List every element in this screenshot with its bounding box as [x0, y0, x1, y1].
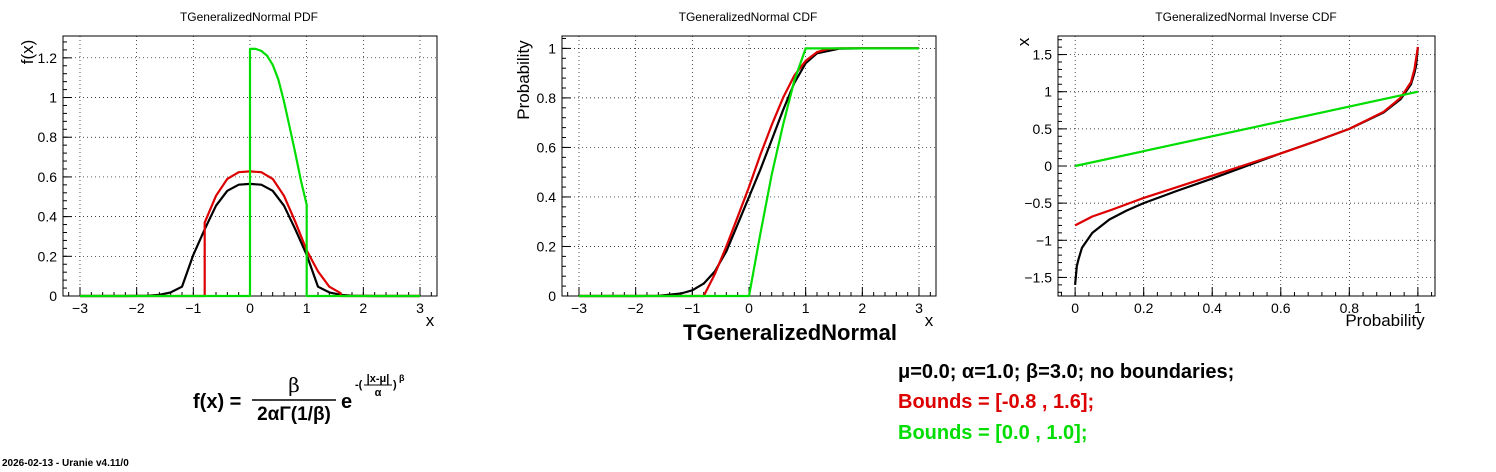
- inverse-cdf-ytick-label: −1.5: [1024, 269, 1052, 285]
- formula-exp-close: ): [393, 379, 397, 391]
- pdf-formula: f(x) = β 2αΓ(1/β) e -( |x-μ| α ) β: [193, 373, 405, 425]
- pdf-ytick-label: 0.2: [38, 248, 58, 264]
- pdf-xtick-label: −3: [72, 300, 88, 316]
- cdf-xtick-label: 3: [915, 300, 923, 316]
- cdf-panel: TGeneralizedNormal CDF x Probability TGe…: [514, 10, 937, 345]
- pdf-ytick-label: 0.8: [38, 129, 58, 145]
- legend: μ=0.0; α=1.0; β=3.0; no boundaries; Boun…: [898, 361, 1234, 444]
- inverse-cdf-series-line-2: [1074, 90, 1419, 168]
- cdf-xtick-label: −1: [684, 300, 700, 316]
- cdf-annotation: TGeneralizedNormal: [683, 320, 897, 345]
- cdf-ytick-label: 0.8: [537, 90, 557, 106]
- inverse-cdf-ytick-label: −0.5: [1024, 195, 1052, 211]
- inverse-cdf-series-line-0: [1074, 46, 1419, 286]
- formula-lhs: f(x) =: [193, 391, 241, 413]
- formula-base: e: [341, 391, 352, 413]
- inverse-cdf-xtick-label: 0.6: [1271, 300, 1291, 316]
- formula-exp-power: β: [399, 373, 405, 383]
- legend-entry-bounds-green: Bounds = [0.0 , 1.0];: [898, 422, 1087, 444]
- cdf-series-line-1: [579, 47, 919, 298]
- cdf-xtick-label: 2: [858, 300, 866, 316]
- pdf-panel: TGeneralizedNormal PDF x f(x) −3 −2 −1 0 1 2 3…: [18, 10, 438, 330]
- cdf-minor-ticks: [562, 37, 931, 297]
- pdf-xtick-label: 1: [303, 300, 311, 316]
- inverse-cdf-ytick-label: 1: [1044, 84, 1052, 100]
- pdf-xtick-label: 3: [416, 300, 424, 316]
- formula-exp-den: α: [375, 387, 382, 399]
- pdf-minor-ticks: [63, 41, 432, 297]
- pdf-xtick-label: −2: [129, 300, 145, 316]
- cdf-grid: [562, 36, 936, 297]
- inverse-cdf-ytick-label: 0.5: [1033, 121, 1053, 137]
- cdf-ylabel: Probability: [514, 40, 533, 120]
- cdf-ytick-label: 1: [548, 40, 556, 56]
- pdf-xtick-label: 0: [246, 300, 254, 316]
- pdf-ytick-label: 1.2: [38, 50, 58, 66]
- inverse-cdf-ytick-label: 0: [1044, 158, 1052, 174]
- formula-exp-sign: -(: [355, 379, 363, 391]
- pdf-ylabel: f(x): [18, 40, 37, 65]
- cdf-series-line-2: [579, 47, 919, 298]
- inverse-cdf-ytick-label: −1: [1036, 232, 1052, 248]
- cdf-xlabel: x: [925, 311, 934, 330]
- pdf-series-line-1: [80, 170, 420, 298]
- pdf-xtick-label: 2: [359, 300, 367, 316]
- inverse-cdf-ylabel: x: [1014, 37, 1033, 46]
- cdf-xtick-label: −3: [571, 300, 587, 316]
- inverse-cdf-minor-ticks: [1058, 39, 1433, 296]
- inverse-cdf-series-line-1: [1074, 46, 1419, 227]
- cdf-xtick-label: −2: [628, 300, 644, 316]
- inverse-cdf-xtick-label: 1: [1414, 300, 1422, 316]
- inverse-cdf-panel: TGeneralizedNormal Inverse CDF Probabili…: [1014, 10, 1436, 330]
- cdf-ytick-label: 0: [548, 288, 556, 304]
- pdf-ytick-label: 0.6: [38, 169, 58, 185]
- cdf-ytick-label: 0.4: [537, 189, 557, 205]
- pdf-ytick-label: 0: [49, 288, 57, 304]
- cdf-xtick-label: 0: [745, 300, 753, 316]
- formula-denominator: 2αΓ(1/β): [257, 404, 331, 425]
- inverse-cdf-xlabel: Probability: [1345, 311, 1425, 330]
- pdf-ytick-label: 1: [49, 90, 57, 106]
- pdf-series-line-2: [80, 47, 420, 298]
- footer-stamp: 2026-02-13 - Uranie v4.11/0: [2, 458, 129, 469]
- inverse-cdf-xtick-label: 0.8: [1340, 300, 1360, 316]
- cdf-ytick-label: 0.2: [537, 238, 557, 254]
- inverse-cdf-xtick-label: 0: [1071, 300, 1079, 316]
- cdf-xtick-label: 1: [802, 300, 810, 316]
- legend-entry-unbounded: μ=0.0; α=1.0; β=3.0; no boundaries;: [898, 361, 1234, 383]
- formula-numerator: β: [288, 373, 300, 397]
- formula-exp-num: |x-μ|: [367, 373, 390, 385]
- pdf-xtick-label: −1: [185, 300, 201, 316]
- pdf-title: TGeneralizedNormal PDF: [180, 10, 318, 24]
- pdf-xlabel: x: [426, 311, 435, 330]
- cdf-title: TGeneralizedNormal CDF: [679, 10, 818, 24]
- inverse-cdf-title: TGeneralizedNormal Inverse CDF: [1155, 10, 1336, 24]
- cdf-ytick-label: 0.6: [537, 139, 557, 155]
- pdf-ytick-label: 0.4: [38, 209, 58, 225]
- legend-entry-bounds-red: Bounds = [-0.8 , 1.6];: [898, 391, 1094, 413]
- inverse-cdf-xtick-label: 0.4: [1202, 300, 1222, 316]
- inverse-cdf-xtick-label: 0.2: [1134, 300, 1154, 316]
- inverse-cdf-ytick-label: 1.5: [1033, 47, 1053, 63]
